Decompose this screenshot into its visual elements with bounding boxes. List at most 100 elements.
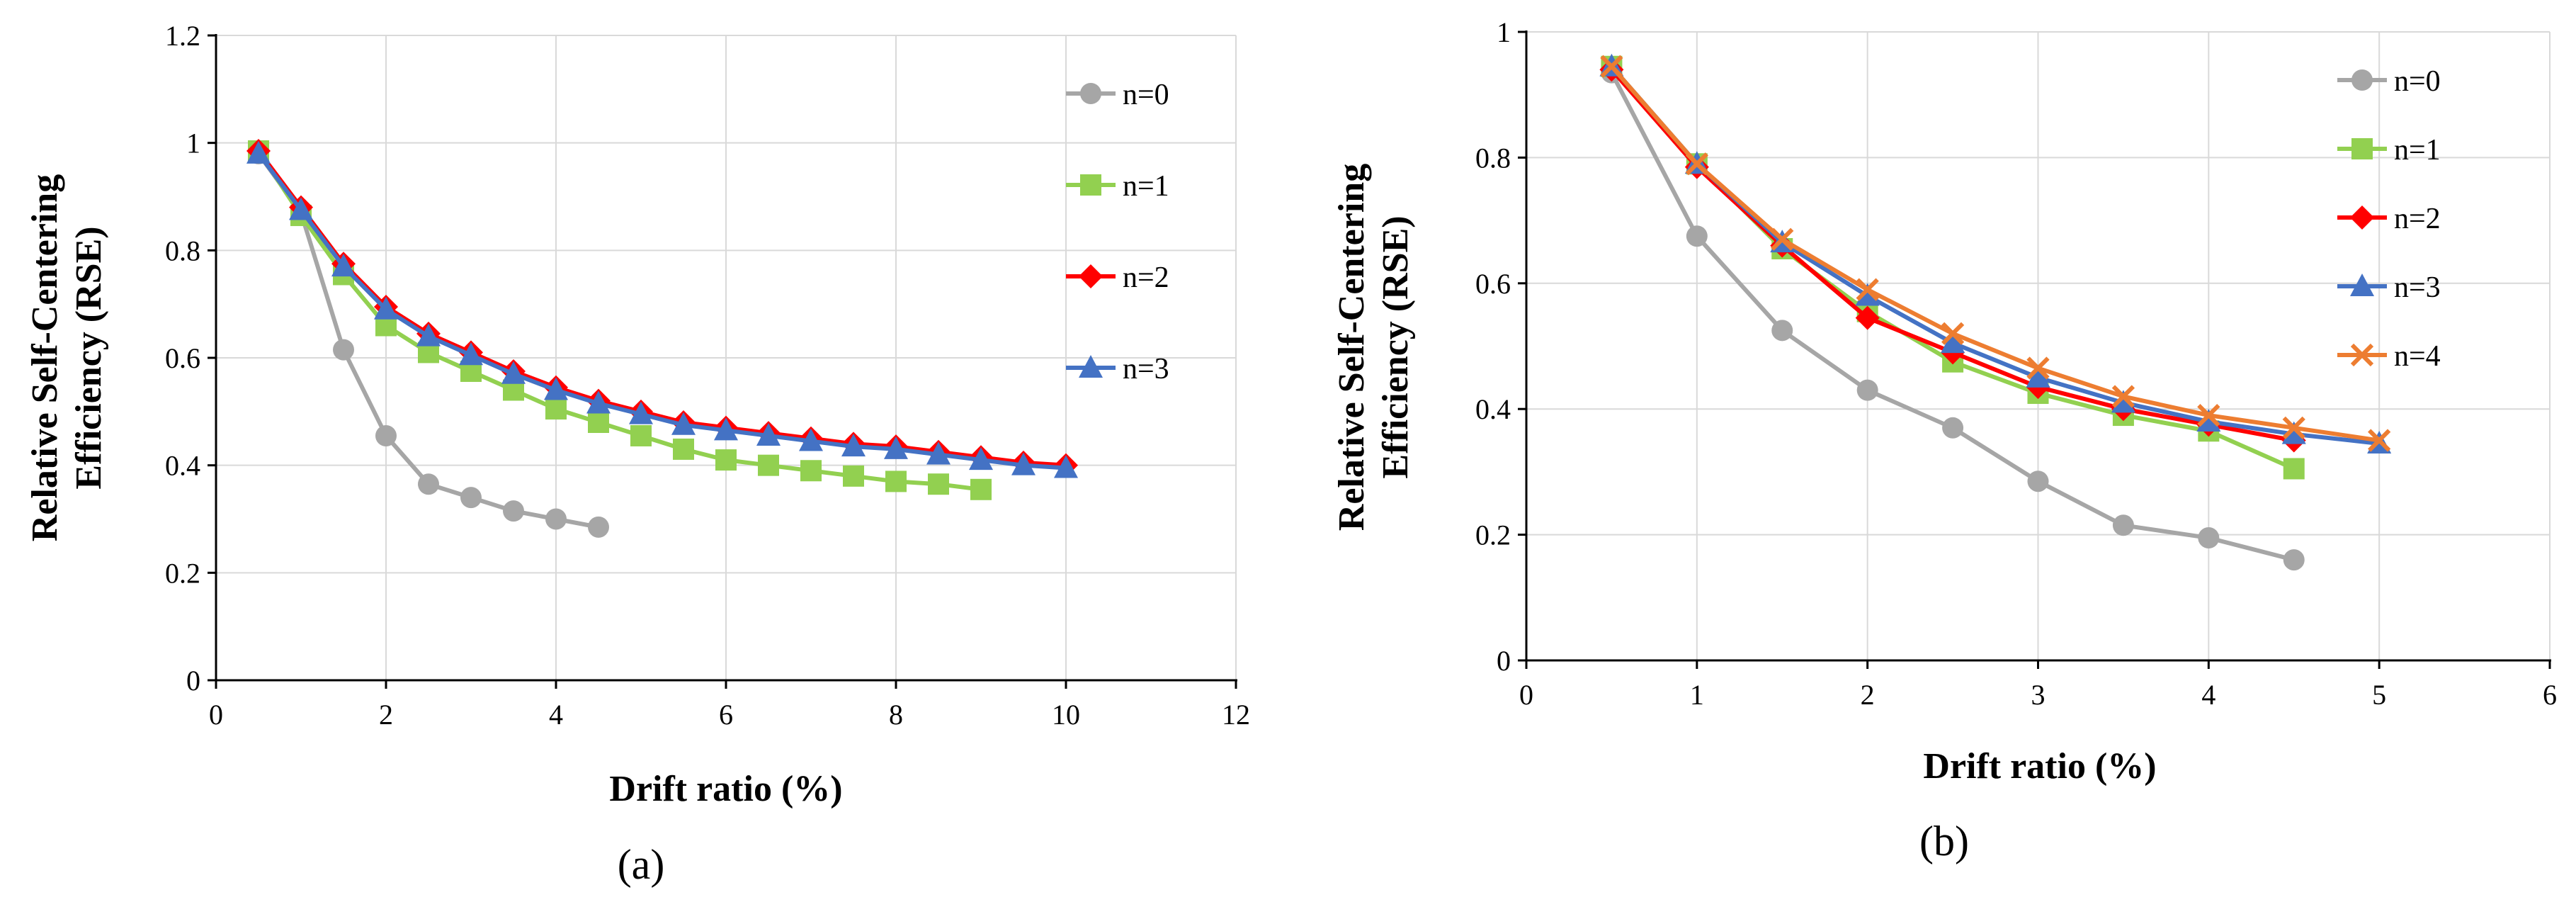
data-point: [1771, 227, 1794, 251]
data-point: [2111, 390, 2135, 413]
x-tick-label: 4: [549, 699, 563, 731]
data-point: [588, 516, 609, 538]
data-point: [2111, 385, 2135, 408]
data-point: [545, 508, 567, 530]
data-point: [673, 438, 694, 460]
data-point: [1685, 152, 1708, 176]
x-tick-label: 2: [1861, 679, 1875, 711]
y-tick-label: 0: [186, 665, 200, 697]
x-tick-label: 12: [1222, 699, 1250, 731]
y-axis-title: Relative Self-CenteringEfficiency (RSE): [25, 174, 109, 541]
legend-marker: [2351, 138, 2373, 159]
y-tick-label: 0.8: [165, 235, 200, 266]
data-point: [588, 412, 609, 433]
y-axis-title-line2: Efficiency (RSE): [69, 226, 109, 489]
legend-entry: n=1: [2337, 134, 2441, 167]
y-axis-title-line2: Efficiency (RSE): [1375, 215, 1416, 478]
data-point: [2026, 356, 2050, 380]
x-tick-label: 0: [209, 699, 223, 731]
y-axis-title-line1: Relative Self-Centering: [1332, 164, 1372, 531]
data-point: [843, 465, 864, 487]
legend-label: n=2: [2394, 203, 2441, 235]
series-n-3: [1599, 53, 2392, 454]
y-tick-label: 0: [1497, 645, 1511, 677]
x-tick-label: 4: [2201, 679, 2215, 711]
series-n-2: [1599, 57, 2306, 453]
data-point: [331, 254, 356, 277]
legend-label: n=1: [2394, 134, 2441, 167]
y-tick-label: 0.6: [1475, 268, 1511, 300]
x-axis-title: Drift ratio (%): [609, 769, 842, 809]
chart-caption: (a): [618, 841, 665, 888]
data-point: [758, 454, 779, 476]
x-tick-label: 6: [2543, 679, 2557, 711]
x-tick-label: 0: [1519, 679, 1533, 711]
x-tick-label: 3: [2031, 679, 2046, 711]
data-point: [1855, 283, 1880, 306]
data-point: [289, 197, 313, 220]
y-tick-label: 0.4: [165, 450, 200, 482]
legend-entry: n=4: [2337, 340, 2441, 373]
series-line: [256, 150, 982, 492]
legend-label: n=3: [1123, 353, 1169, 385]
legend-label: n=0: [1123, 79, 1169, 111]
data-point: [2112, 514, 2134, 536]
legend-entry: n=0: [2337, 65, 2441, 98]
data-point: [884, 436, 908, 459]
legend-marker: [2350, 343, 2374, 367]
x-tick-label: 10: [1052, 699, 1080, 731]
data-point: [1686, 225, 1708, 247]
data-point: [2282, 416, 2305, 439]
series-n-0: [1601, 62, 2305, 571]
data-point: [2198, 527, 2220, 549]
data-point: [246, 140, 271, 164]
data-point: [1600, 55, 1623, 78]
legend-marker: [1079, 264, 1103, 288]
chart-b: 0 0.2 0.4 0.6 0.8 1 0 1 2 3 4 5 6 Relative Self-Cente…: [1332, 16, 2557, 864]
data-point: [374, 296, 398, 320]
data-point: [1011, 452, 1035, 475]
data-point: [2027, 471, 2049, 492]
y-tick-label: 1.2: [165, 20, 200, 52]
y-tick-label: 1: [1497, 16, 1511, 48]
legend-marker: [2350, 274, 2374, 296]
y-tick-label: 0.8: [1475, 142, 1511, 174]
data-point: [1942, 417, 1964, 439]
data-point: [418, 473, 439, 495]
y-axis-title: Relative Self-CenteringEfficiency (RSE): [1332, 164, 1416, 531]
legend-marker: [1079, 355, 1103, 378]
legend-label: n=4: [2394, 340, 2441, 373]
legend-entry: n=0: [1066, 79, 1169, 111]
y-tick-label: 0.6: [165, 342, 200, 374]
data-point: [459, 342, 483, 366]
y-tick-label: 0.2: [1475, 519, 1511, 551]
data-point: [2197, 403, 2220, 427]
data-point: [2283, 458, 2305, 480]
data-point: [2026, 364, 2050, 388]
y-axis-title-line1: Relative Self-Centering: [25, 174, 65, 541]
legend-entry: n=3: [2337, 271, 2441, 304]
data-point: [1941, 322, 1965, 345]
data-point: [2281, 421, 2306, 444]
y-tick-label: 0.2: [165, 557, 200, 589]
y-tick-label: 1: [186, 128, 200, 159]
legend-marker: [1080, 83, 1101, 104]
chart-a: 0 0.2 0.4 0.6 0.8 1 1.2 0 2 4 6 8 10 12 Relative Self-…: [25, 20, 1250, 888]
legend-entry: n=3: [1066, 353, 1169, 385]
data-point: [1771, 320, 1793, 342]
series-line: [1610, 64, 2380, 443]
y-tick-label: 0.4: [1475, 393, 1511, 425]
series-n-4: [1600, 55, 2391, 452]
data-point: [1941, 330, 1965, 354]
series-n-1: [1601, 55, 2305, 480]
data-point: [928, 473, 949, 495]
data-point: [2368, 429, 2391, 452]
data-point: [375, 424, 397, 446]
legend-marker: [1080, 174, 1101, 196]
legend-label: n=0: [2394, 65, 2441, 98]
data-point: [799, 428, 823, 451]
x-tick-label: 1: [1690, 679, 1704, 711]
x-tick-label: 5: [2372, 679, 2386, 711]
data-point: [969, 447, 993, 471]
data-point: [333, 339, 354, 361]
